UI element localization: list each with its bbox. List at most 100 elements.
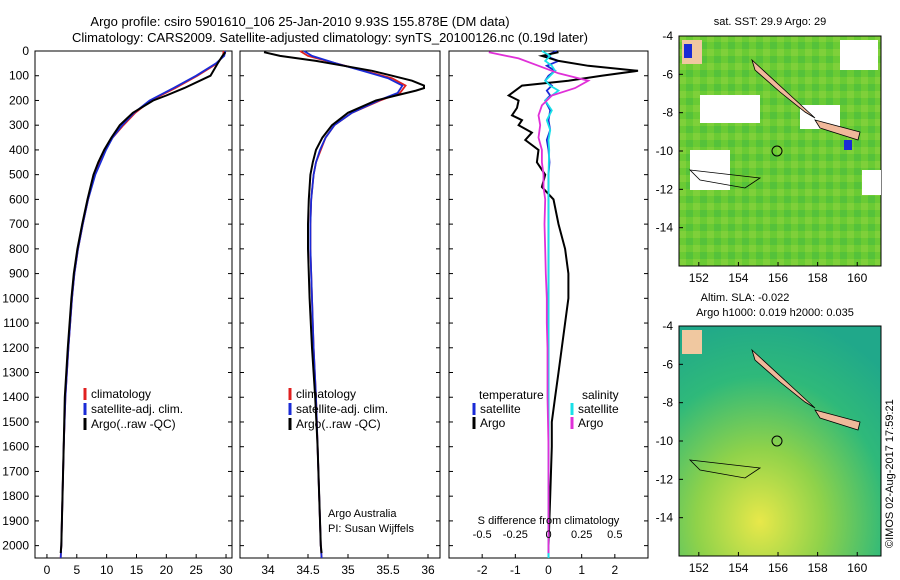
- x-tick-label: 30: [219, 563, 233, 577]
- map-y-tick-label: -14: [656, 511, 674, 525]
- sla-warm-patch: [682, 330, 702, 354]
- map-y-tick-label: -6: [662, 67, 673, 81]
- depth-tick-label: 500: [9, 168, 29, 182]
- legend-label: satellite: [480, 402, 521, 416]
- sst-cloud-gap: [862, 170, 881, 195]
- sst-island: [688, 169, 762, 189]
- legend-label: Argo(..raw -QC): [296, 417, 381, 431]
- title-line1: Argo profile: csiro 5901610_106 25-Jan-2…: [90, 14, 509, 29]
- depth-tick-label: 1100: [3, 316, 29, 330]
- sst-cloud-gap: [700, 95, 760, 123]
- map-x-tick-label: 160: [847, 271, 867, 285]
- temperature-frame: [34, 50, 233, 559]
- legend-label: Argo: [480, 416, 506, 430]
- sst-map: sat. SST: 29.9 Argo: 29: [678, 16, 882, 267]
- map-y-tick-label: -10: [656, 144, 674, 158]
- x-tick-top-label: 0: [545, 529, 551, 541]
- sst-island: [751, 58, 816, 119]
- depth-tick-label: 1300: [2, 366, 29, 380]
- x-tick-top-label: 0.25: [571, 529, 592, 541]
- map-x-tick-label: 160: [847, 561, 867, 575]
- depth-tick-label: 700: [9, 217, 29, 231]
- x-tick-label: 34: [261, 563, 275, 577]
- x-axis-label: temperature (deg C): [79, 578, 187, 580]
- sla-island: [751, 348, 816, 409]
- map-x-tick-label: 158: [808, 561, 828, 575]
- x-tick-label: 20: [160, 563, 174, 577]
- map-x-tick-label: 154: [728, 271, 748, 285]
- map-x-tick-label: 152: [689, 561, 709, 575]
- series-line-argo-raw-qc-: [263, 51, 425, 554]
- x-tick-top-label: -0.5: [473, 529, 492, 541]
- depth-tick-label: 1600: [2, 440, 29, 454]
- x-tick-label: 15: [130, 563, 144, 577]
- sst-map-axes: 152 154 156 158 160 -4 -6 -8 -10 -12 -14: [656, 29, 868, 285]
- x-axis-top-label: S difference from climatology: [478, 515, 620, 527]
- x-tick-label: 0: [545, 563, 552, 577]
- legend-label: satellite: [578, 402, 619, 416]
- x-tick-label: 25: [190, 563, 204, 577]
- map-y-tick-label: -6: [662, 357, 673, 371]
- x-tick-top-label: 0.5: [607, 529, 622, 541]
- x-tick-label: 5: [73, 563, 80, 577]
- difference-panel: -2 -1 0 1 2T difference from climatology temp…: [448, 50, 649, 580]
- salinity-panel: 34 34.5 35 35.5 36 salinity climatologysatelli…: [239, 50, 441, 580]
- x-tick-label: 35: [341, 563, 355, 577]
- x-tick-label: 1: [578, 563, 585, 577]
- legend-label: satellite-adj. clim.: [296, 402, 388, 416]
- depth-tick-label: 400: [9, 143, 29, 157]
- annotation-line: Argo Australia: [328, 508, 397, 520]
- depth-tick-label: 600: [9, 192, 29, 206]
- depth-tick-label: 900: [9, 267, 29, 281]
- series-line-argo-raw-qc-: [59, 51, 227, 554]
- series-line-s-satellite: [541, 50, 561, 558]
- depth-tick-label: 800: [9, 242, 29, 256]
- sla-map-subtitle: Argo h1000: 0.019 h2000: 0.035: [696, 307, 854, 319]
- x-tick-label: 36: [421, 563, 435, 577]
- sla-map-axes: 152 154 156 158 160 -4 -6 -8 -10 -12 -14: [656, 319, 868, 575]
- depth-tick-label: 0: [22, 44, 29, 58]
- depth-tick-label: 1500: [2, 415, 29, 429]
- sst-cloud-gap: [690, 150, 730, 190]
- map-y-tick-label: -12: [656, 472, 674, 486]
- depth-tick-label: 1000: [2, 291, 29, 305]
- x-tick-label: 35.5: [376, 563, 400, 577]
- legend-label: Argo(..raw -QC): [91, 417, 176, 431]
- sst-cold-pixel: [684, 44, 692, 58]
- map-y-tick-label: -8: [662, 106, 673, 120]
- legend-label: satellite-adj. clim.: [91, 402, 183, 416]
- sst-island: [814, 119, 861, 141]
- x-tick-label: -2: [477, 563, 488, 577]
- map-y-tick-label: -4: [662, 319, 673, 333]
- x-tick-label: 0: [44, 563, 51, 577]
- depth-tick-label: 200: [9, 93, 29, 107]
- sla-island: [688, 459, 762, 479]
- sla-argo-marker: [771, 435, 783, 447]
- map-y-tick-label: -10: [656, 434, 674, 448]
- x-tick-label: 34.5: [296, 563, 320, 577]
- depth-tick-label: 1800: [2, 489, 29, 503]
- sst-map-title: sat. SST: 29.9 Argo: 29: [714, 16, 827, 28]
- depth-tick-label: 1400: [2, 390, 29, 404]
- map-x-tick-label: 156: [768, 561, 788, 575]
- sla-map-field: [678, 325, 882, 557]
- x-tick-label: 2: [611, 563, 618, 577]
- map-x-tick-label: 156: [768, 271, 788, 285]
- depth-tick-label: 1700: [2, 464, 29, 478]
- x-tick-label: -1: [510, 563, 521, 577]
- legend-header: temperature: [479, 388, 544, 402]
- legend-label: climatology: [91, 387, 151, 401]
- annotation-line: PI: Susan Wijffels: [328, 523, 414, 535]
- depth-tick-label: 1200: [2, 341, 29, 355]
- x-tick-top-label: -0.25: [503, 529, 528, 541]
- depth-tick-label: 100: [9, 69, 29, 83]
- map-x-tick-label: 154: [728, 561, 748, 575]
- legend-label: Argo: [578, 416, 604, 430]
- map-x-tick-label: 152: [689, 271, 709, 285]
- sla-island: [814, 409, 861, 431]
- map-x-tick-label: 158: [808, 271, 828, 285]
- legend-header: salinity: [582, 388, 619, 402]
- credit-text: ©IMOS 02-Aug-2017 17:59:21: [884, 399, 896, 548]
- sla-map: Altim. SLA: -0.022 Argo h1000: 0.019 h20…: [678, 292, 882, 557]
